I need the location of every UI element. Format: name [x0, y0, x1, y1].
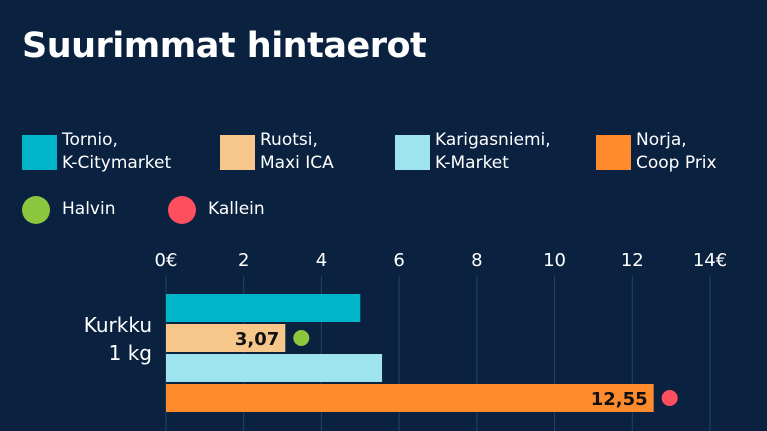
chart-title: Suurimmat hintaerot: [22, 26, 427, 66]
x-tick-label: 0€: [155, 250, 178, 271]
bar: [166, 294, 361, 322]
x-tick-label: 10: [543, 250, 566, 271]
bar: [166, 384, 654, 412]
legend-label: Kallein: [208, 199, 265, 219]
x-tick-label: 12: [621, 250, 644, 271]
bar: [166, 324, 286, 352]
x-tick-label: 2: [238, 250, 249, 271]
legend-swatch: [220, 135, 255, 170]
legend-label: Halvin: [62, 199, 116, 219]
x-tick-label: 6: [393, 250, 404, 271]
legend-label: Ruotsi, Maxi ICA: [260, 130, 334, 173]
value-label: 12,55: [591, 389, 648, 410]
marker-dot: [293, 330, 310, 346]
legend-label: Norja, Coop Prix: [636, 130, 717, 173]
legend-swatch: [395, 135, 430, 170]
bar: [166, 354, 383, 382]
legend-label: Karigasniemi, K-Market: [435, 130, 551, 173]
value-label: 3,07: [235, 329, 279, 350]
category-label: Kurkku 1 kg: [83, 313, 152, 365]
legend-marker: [22, 196, 50, 224]
x-tick-label: 8: [471, 250, 482, 271]
x-tick-label: 4: [316, 250, 327, 271]
x-tick-label: 14€: [693, 250, 727, 271]
legend-swatch: [22, 135, 57, 170]
legend-marker: [168, 196, 196, 224]
marker-dot: [661, 390, 678, 406]
legend-label: Tornio, K-Citymarket: [62, 130, 172, 173]
legend-swatch: [596, 135, 631, 170]
